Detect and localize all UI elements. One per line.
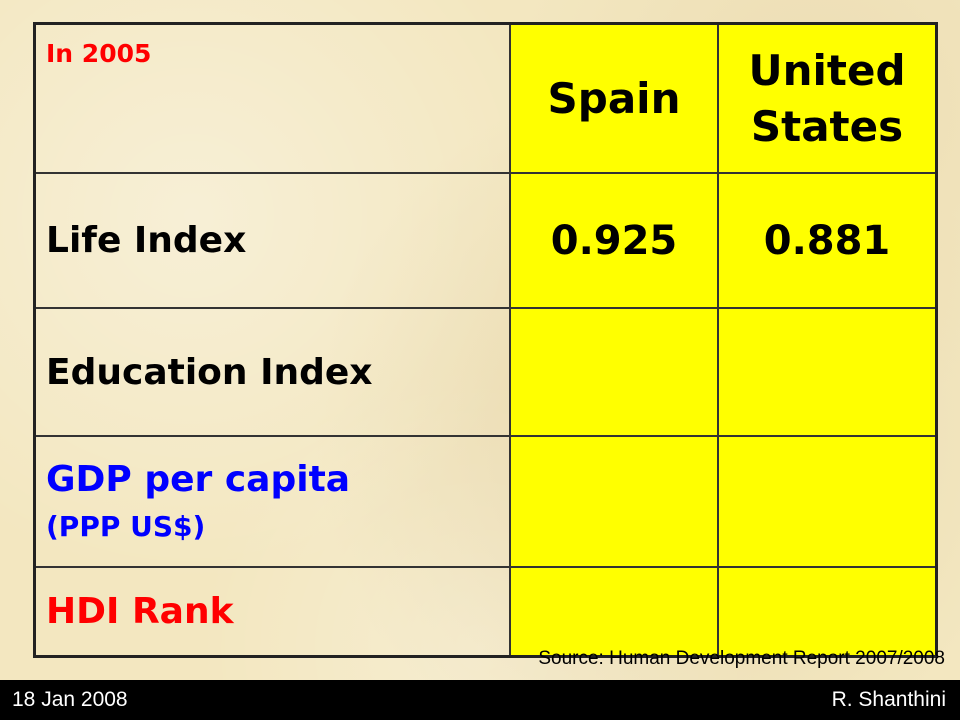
education-index-spain-cell [509, 307, 719, 437]
footer-date: 18 Jan 2008 [12, 688, 128, 711]
spain-header: Spain [547, 73, 681, 123]
source-citation: Source: Human Development Report 2007/20… [538, 648, 945, 669]
year-label-cell: In 2005 [33, 22, 511, 174]
us-header-cell: United States [717, 22, 938, 174]
footer-bar: 18 Jan 2008 R. Shanthini [0, 680, 960, 720]
us-header-line1: United [748, 45, 906, 95]
hdi-rank-label-cell: HDI Rank [33, 566, 511, 658]
life-index-us-cell: 0.881 [717, 172, 938, 309]
table-row-hdi-rank: HDI Rank [33, 566, 938, 658]
hdi-rank-us-cell [717, 566, 938, 658]
education-index-label-cell: Education Index [33, 307, 511, 437]
year-label: In 2005 [46, 39, 152, 68]
gdp-spain-cell [509, 435, 719, 568]
education-index-us-cell [717, 307, 938, 437]
footer-author: R. Shanthini [831, 688, 946, 711]
table-row-gdp-per-capita: GDP per capita (PPP US$) [33, 435, 938, 568]
hdi-rank-spain-cell [509, 566, 719, 658]
life-index-label-cell: Life Index [33, 172, 511, 309]
gdp-us-cell [717, 435, 938, 568]
table-row-life-index: Life Index 0.925 0.881 [33, 172, 938, 309]
life-index-spain-cell: 0.925 [509, 172, 719, 309]
us-header-line2: States [750, 101, 904, 151]
life-index-label: Life Index [46, 220, 247, 261]
life-index-spain-value: 0.925 [550, 217, 678, 264]
gdp-sublabel: (PPP US$) [46, 509, 206, 543]
gdp-label-cell: GDP per capita (PPP US$) [33, 435, 511, 568]
education-index-label: Education Index [46, 351, 373, 393]
hdi-comparison-table: In 2005 Spain United States Life Index 0… [33, 22, 938, 658]
hdi-rank-label: HDI Rank [46, 591, 234, 632]
table-header-row: In 2005 Spain United States [33, 22, 938, 174]
spain-header-cell: Spain [509, 22, 719, 174]
table-row-education-index: Education Index [33, 307, 938, 437]
gdp-label: GDP per capita [46, 458, 351, 500]
life-index-us-value: 0.881 [763, 217, 891, 264]
